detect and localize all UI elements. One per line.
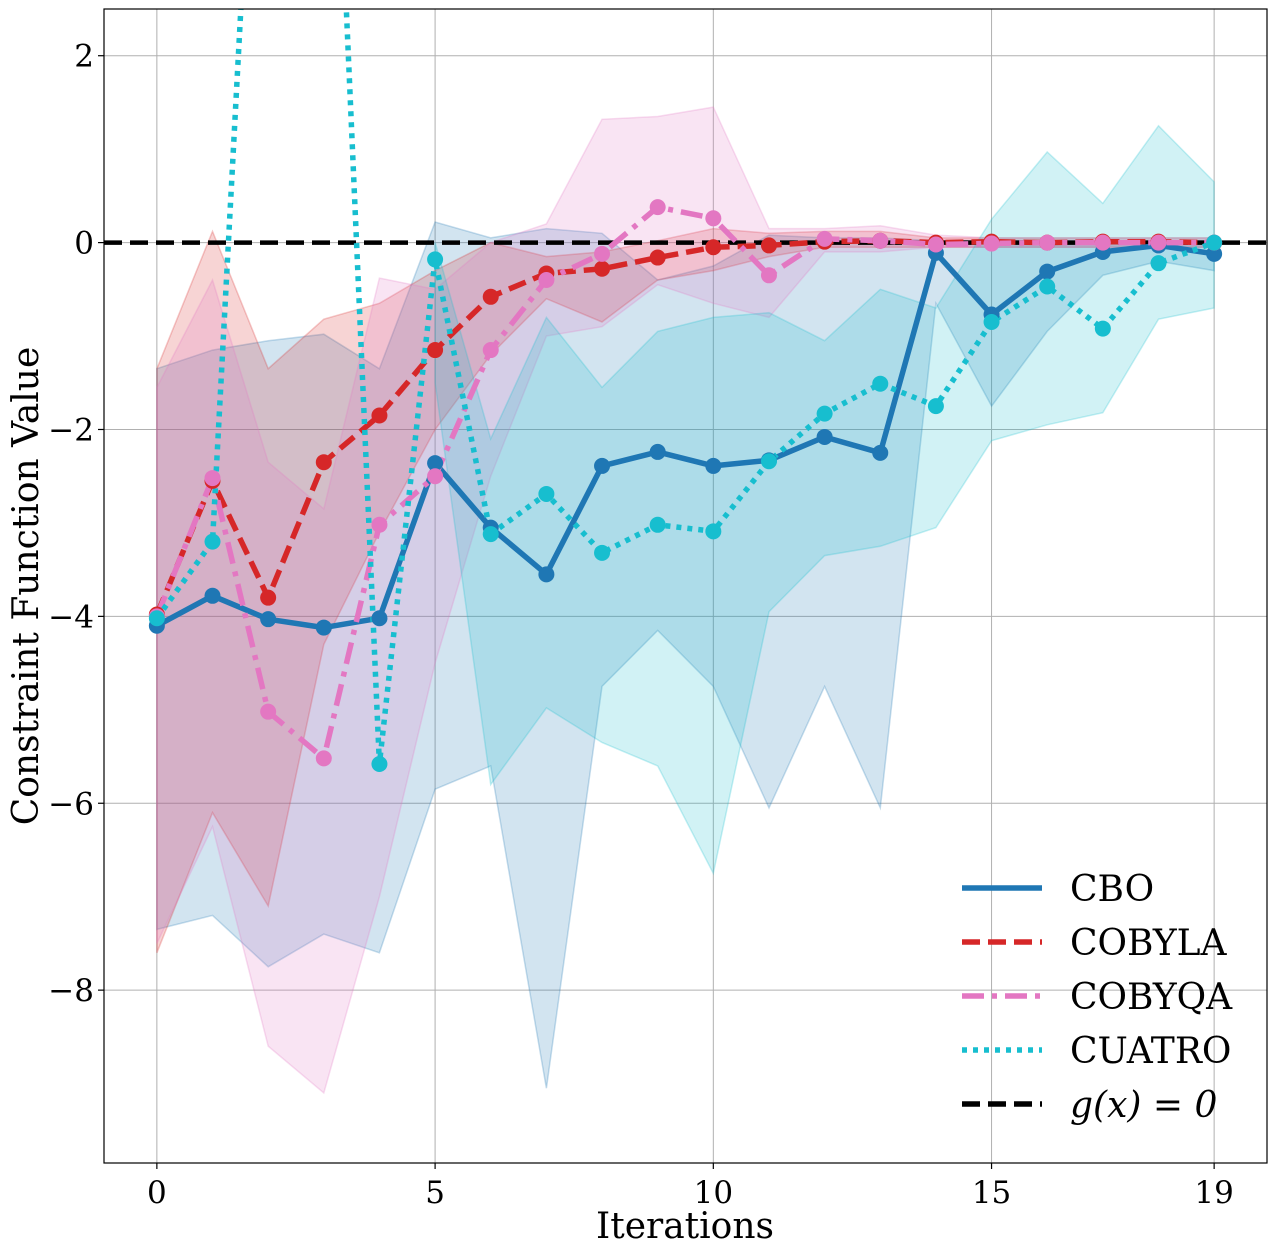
- point-cuatro: [594, 544, 611, 561]
- point-cuatro: [760, 453, 777, 470]
- point-cobyla: [427, 342, 444, 359]
- x-axis-label: Iterations: [596, 1206, 774, 1247]
- y-axis-label: Constraint Function Value: [6, 347, 47, 826]
- point-cbo: [260, 611, 277, 628]
- y-tick-label: 2: [74, 39, 94, 75]
- point-cobyla: [260, 589, 277, 606]
- point-cobyqa: [927, 236, 944, 253]
- point-cbo: [649, 443, 666, 460]
- point-cobyqa: [1150, 234, 1167, 251]
- point-cuatro: [816, 405, 833, 422]
- point-cobyqa: [482, 342, 499, 359]
- point-cobyqa: [1094, 234, 1111, 251]
- point-cobyla: [705, 239, 722, 256]
- x-tick-label: 5: [425, 1175, 445, 1211]
- point-cobyqa: [371, 516, 388, 533]
- plot-background: [104, 9, 1267, 1163]
- point-cuatro: [148, 610, 165, 627]
- point-cbo: [315, 619, 332, 636]
- point-cobyla: [482, 288, 499, 305]
- legend-label-cobyla: COBYLA: [1070, 923, 1228, 964]
- point-cbo: [872, 444, 889, 461]
- point-cobyqa: [315, 750, 332, 767]
- point-cuatro: [204, 533, 221, 550]
- x-tick-label: 10: [694, 1175, 733, 1211]
- point-cobyqa: [427, 468, 444, 485]
- tick-layer: 0 5 10 15 19 −8 −6 −4 −2 0 2: [48, 39, 1234, 1211]
- point-cobyqa: [760, 267, 777, 284]
- point-cobyqa: [816, 230, 833, 247]
- point-cobyqa: [705, 210, 722, 227]
- band-cuatro: [434, 124, 1215, 876]
- point-cbo: [371, 610, 388, 627]
- point-cbo: [204, 587, 221, 604]
- legend-label-cbo: CBO: [1070, 869, 1154, 910]
- point-cuatro: [371, 756, 388, 773]
- point-cuatro: [705, 523, 722, 540]
- point-cbo: [1039, 263, 1056, 280]
- point-cbo: [705, 457, 722, 474]
- point-cbo: [816, 428, 833, 445]
- point-cobyqa: [649, 199, 666, 216]
- point-cobyla: [760, 237, 777, 254]
- point-cuatro: [649, 516, 666, 533]
- point-cuatro: [1094, 320, 1111, 337]
- series-line-cbo: [155, 242, 1215, 631]
- y-tick-label: 0: [74, 226, 94, 262]
- series-line-layer: [154, 9, 1216, 767]
- point-cbo: [594, 457, 611, 474]
- series-line-cobyqa: [154, 204, 1215, 762]
- point-cobyla: [315, 454, 332, 471]
- point-cuatro: [482, 526, 499, 543]
- point-cobyqa: [260, 703, 277, 720]
- x-tick-label: 15: [972, 1175, 1011, 1211]
- y-tick-label: −6: [48, 786, 94, 822]
- y-tick-label: −4: [48, 599, 94, 635]
- point-cuatro: [538, 485, 555, 502]
- point-cobyqa: [538, 271, 555, 288]
- point-cuatro: [872, 375, 889, 392]
- marker-layer: [148, 199, 1223, 773]
- point-cuatro: [1206, 234, 1223, 251]
- point-cbo: [538, 566, 555, 583]
- x-tick-label: 19: [1194, 1175, 1233, 1211]
- point-cobyqa: [204, 470, 221, 487]
- y-tick-label: −8: [48, 973, 94, 1009]
- legend: CBO COBYLA COBYQA CUATRO g(x) = 0: [962, 869, 1233, 1126]
- point-cuatro: [427, 251, 444, 268]
- point-cuatro: [1039, 278, 1056, 295]
- point-cuatro: [1150, 255, 1167, 272]
- legend-label-g-zero: g(x) = 0: [1070, 1085, 1217, 1126]
- point-cuatro: [927, 398, 944, 415]
- legend-label-cobyqa: COBYQA: [1070, 977, 1233, 1018]
- point-cbo: [427, 455, 444, 472]
- point-cobyla: [594, 260, 611, 277]
- point-cbo: [1206, 245, 1223, 262]
- x-tick-label: 0: [147, 1175, 167, 1211]
- legend-label-cuatro: CUATRO: [1070, 1031, 1231, 1072]
- point-cobyla: [649, 249, 666, 266]
- band-cbo: [156, 221, 1215, 1089]
- y-tick-label: −2: [48, 412, 94, 448]
- point-cobyqa: [1039, 234, 1056, 251]
- point-cuatro: [983, 314, 1000, 331]
- point-cobyqa: [872, 232, 889, 249]
- point-cobyqa: [594, 245, 611, 262]
- plot-frame: [103, 8, 1268, 1164]
- point-cobyla: [371, 407, 388, 424]
- point-cobyqa: [983, 235, 1000, 252]
